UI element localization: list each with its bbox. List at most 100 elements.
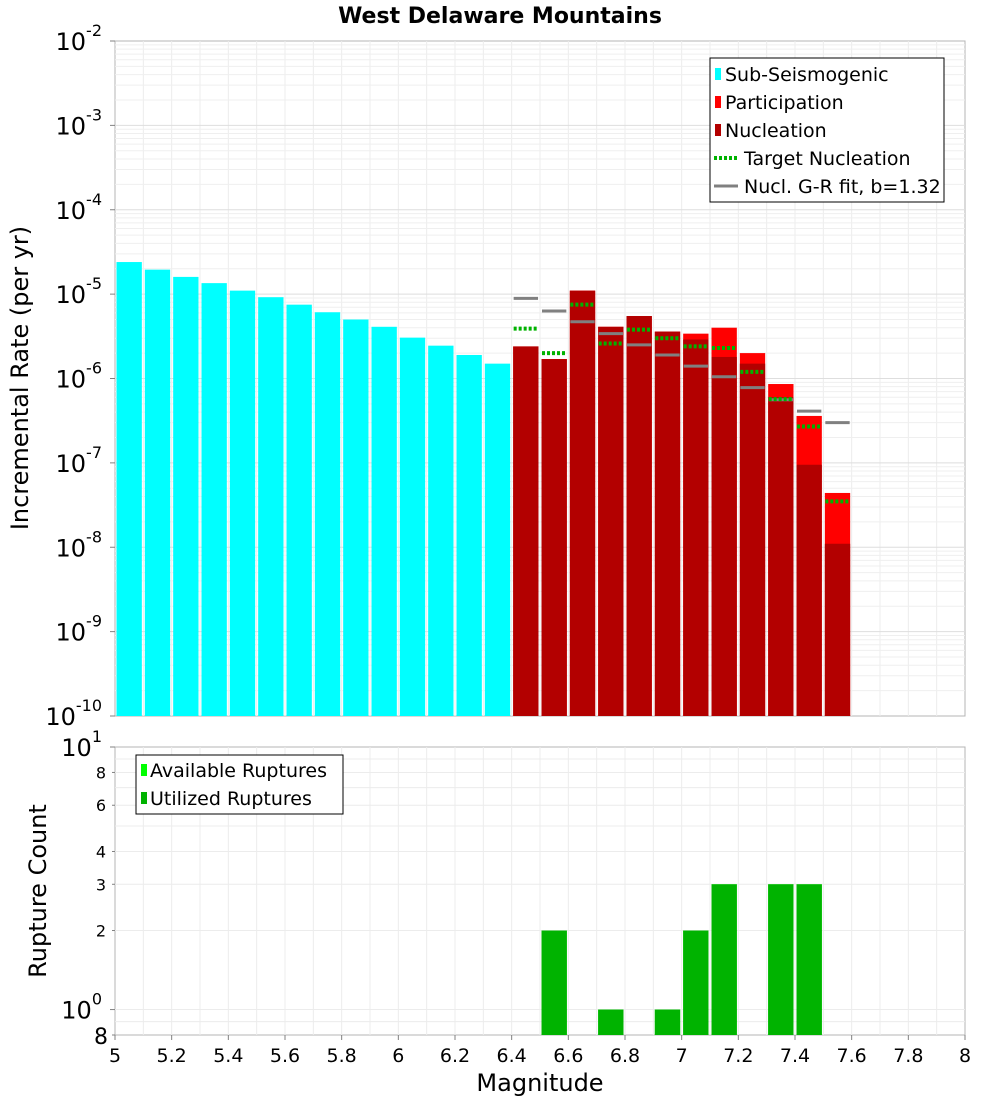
count-y-major-label: 100 (61, 990, 102, 1025)
x-tick-label: 7.4 (780, 1045, 810, 1067)
x-axis-label: Magnitude (476, 1069, 603, 1097)
count-legend: Available Ruptures Utilized Ruptures (135, 754, 344, 815)
sub-seismogenic-bar (286, 304, 312, 716)
nucleation-bar (683, 339, 709, 716)
count-y-minor-label: 2 (96, 922, 106, 941)
sub-seismogenic-bar (116, 262, 142, 716)
rate-y-tick-exponent: -2 (86, 21, 102, 40)
rate-y-axis-label: Incremental Rate (per yr) (6, 226, 34, 530)
utilized-ruptures-bar (768, 884, 794, 1035)
x-tick-label: 5.8 (327, 1045, 357, 1067)
rate-y-tick-label: 10-6 (56, 359, 103, 394)
nucleation-bar (824, 543, 851, 716)
rate-y-tick-base: 10 (56, 450, 87, 478)
chart-title: West Delaware Mountains (338, 4, 662, 29)
rate-y-tick-exponent: -7 (86, 443, 102, 462)
rate-legend-swatch (715, 96, 721, 108)
nucleation-bar (796, 464, 822, 716)
rate-y-tick-base: 10 (56, 112, 87, 140)
rate-y-tick-base: 10 (56, 619, 87, 647)
rate-y-tick-exponent: -10 (76, 696, 102, 715)
x-tick-label: 7.6 (837, 1045, 867, 1067)
count-y-minor-label: 8 (94, 1025, 108, 1050)
utilized-ruptures-bar (796, 884, 822, 1035)
rate-y-tick-label: 10-2 (56, 21, 103, 56)
rate-bars (116, 262, 851, 716)
count-legend-swatch (141, 792, 147, 804)
utilized-ruptures-bar (598, 1009, 624, 1035)
utilized-ruptures-bar (683, 930, 709, 1035)
sub-seismogenic-bar (258, 297, 284, 716)
rate-step-lines (513, 296, 850, 504)
count-y-minor-label: 8 (96, 763, 106, 782)
x-tick-label: 6 (392, 1045, 404, 1067)
count-y-tick-exponent: 0 (92, 990, 102, 1009)
sub-seismogenic-bar (484, 363, 511, 716)
rate-y-tick-exponent: -5 (86, 274, 102, 293)
x-tick-label: 6.4 (497, 1045, 527, 1067)
rate-y-tick-base: 10 (56, 28, 87, 56)
count-legend-box (135, 754, 344, 815)
x-tick-label: 5.6 (270, 1045, 300, 1067)
x-tick-label: 7 (676, 1045, 688, 1067)
rate-y-tick-label: 10-8 (56, 527, 103, 562)
count-y-minor-label: 3 (96, 875, 106, 894)
rate-legend-box (709, 57, 945, 203)
x-tick-label: 5 (109, 1045, 121, 1067)
rate-legend-label: Nucleation (725, 120, 827, 142)
count-legend-swatch (141, 764, 147, 776)
rate-legend-swatch (715, 68, 721, 80)
sub-seismogenic-bar (343, 319, 369, 716)
count-y-tick-base: 10 (61, 734, 92, 762)
utilized-ruptures-bar (711, 884, 737, 1035)
sub-seismogenic-bar (173, 276, 199, 716)
nucleation-bar (768, 397, 794, 716)
sub-seismogenic-bar (229, 290, 256, 716)
count-y-tick-exponent: 1 (92, 727, 102, 746)
rate-y-tick-base: 10 (56, 366, 87, 394)
rate-y-tick-label: 10-3 (56, 105, 103, 140)
rate-y-tick-exponent: -9 (86, 612, 102, 631)
x-tick-label: 7.8 (893, 1045, 923, 1067)
rate-y-tick-base: 10 (45, 703, 76, 731)
rate-y-tick-exponent: -6 (86, 359, 102, 378)
sub-seismogenic-bar (456, 354, 482, 716)
count-y-tick-base: 10 (61, 997, 92, 1025)
rate-y-tick-label: 10-7 (56, 443, 103, 478)
utilized-ruptures-bar (541, 930, 567, 1035)
x-tick-label: 6.6 (553, 1045, 583, 1067)
nucleation-bar (739, 363, 766, 716)
rate-legend-label: Sub-Seismogenic (725, 64, 889, 86)
rate-y-tick-base: 10 (56, 534, 87, 562)
count-legend-label: Utilized Ruptures (150, 788, 312, 810)
count-y-axis-label: Rupture Count (24, 804, 52, 978)
rate-y-tick-exponent: -8 (86, 527, 102, 546)
nucleation-bar (598, 326, 624, 716)
rate-y-tick-label: 10-4 (56, 190, 103, 225)
rate-y-tick-label: 10-10 (45, 696, 102, 731)
count-y-minor-label: 6 (96, 796, 106, 815)
nucleation-bar (541, 359, 567, 716)
nucleation-bar (513, 346, 539, 716)
rate-y-tick-base: 10 (56, 197, 87, 225)
rate-legend: Sub-Seismogenic Participation Nucleation Ta… (709, 57, 945, 203)
nucleation-bar (711, 356, 737, 716)
rate-y-tick-exponent: -3 (86, 105, 102, 124)
rate-legend-label: Participation (725, 92, 844, 114)
nucleation-bar (654, 331, 681, 716)
count-y-minor-label: 4 (96, 842, 106, 861)
rate-y-tick-base: 10 (56, 281, 87, 309)
rate-y-tick-label: 10-5 (56, 274, 103, 309)
nucleation-bar (569, 290, 596, 716)
utilized-ruptures-bar (654, 1009, 681, 1035)
rate-y-tick-label: 10-9 (56, 612, 103, 647)
count-x-ticks: 5 5.2 5.4 5.6 5.8 6 6.2 6.4 6.6 6.8 7 7.2 7.4 7.6 7.8 8 (109, 1035, 971, 1067)
count-legend-label: Available Ruptures (150, 760, 327, 782)
rate-gridlines (115, 41, 965, 716)
rate-y-tick-exponent: -4 (86, 190, 102, 209)
